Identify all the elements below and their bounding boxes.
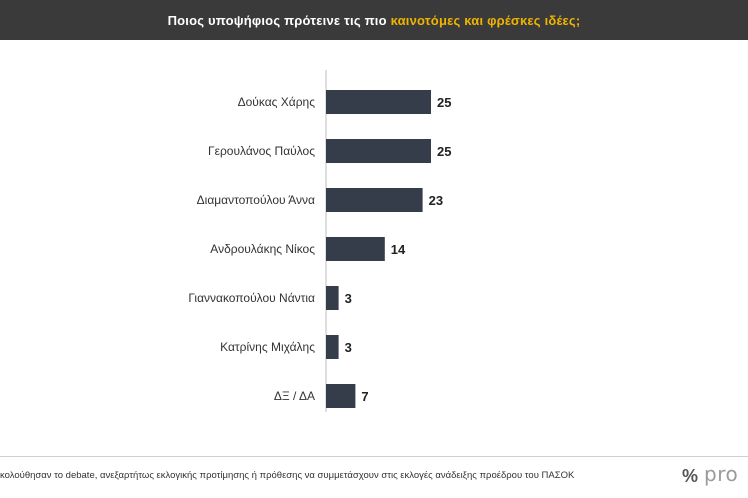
footnote: κολούθησαν το debate, ανεξαρτήτως εκλογι… — [0, 470, 575, 481]
category-label: Δούκας Χάρης — [238, 95, 316, 109]
value-label: 7 — [361, 389, 368, 404]
value-label: 3 — [345, 291, 352, 306]
category-label: Γιαννακοπούλου Νάντια — [188, 291, 315, 305]
title-highlight: καινοτόμες και φρέσκες ιδέες — [390, 12, 576, 28]
bar — [326, 188, 423, 212]
value-label: 25 — [437, 144, 451, 159]
bar — [326, 90, 431, 114]
category-label: Γερουλάνος Παύλος — [208, 144, 315, 158]
title-part1: Ποιος υποψήφιος πρότεινε τις πιο — [167, 12, 391, 28]
value-label: 23 — [429, 193, 443, 208]
value-label: 14 — [391, 242, 406, 257]
bar — [326, 139, 431, 163]
title-part2: ; — [575, 12, 581, 28]
footer-divider — [0, 456, 748, 457]
bar — [326, 286, 339, 310]
category-label: Κατρίνης Μιχάλης — [220, 340, 315, 354]
chart-title-bar: Ποιος υποψήφιος πρότεινε τις πιο καινοτό… — [0, 0, 748, 40]
bar — [326, 237, 385, 261]
chart-title: Ποιος υποψήφιος πρότεινε τις πιο καινοτό… — [168, 13, 581, 28]
bar-chart: Δούκας Χάρης 25 Γερουλάνος Παύλος 25 Διαμαντ… — [188, 70, 451, 412]
percent-logo-icon: % — [682, 466, 699, 486]
category-label: ΔΞ / ΔΑ — [274, 389, 315, 403]
bar — [326, 384, 356, 408]
bar — [326, 335, 339, 359]
value-label: 3 — [345, 340, 352, 355]
brand-logo-text: pro — [704, 462, 739, 486]
category-label: Διαμαντοπούλου Άννα — [197, 193, 315, 207]
category-label: Ανδρουλάκης Νίκος — [210, 242, 315, 256]
value-label: 25 — [437, 95, 451, 110]
